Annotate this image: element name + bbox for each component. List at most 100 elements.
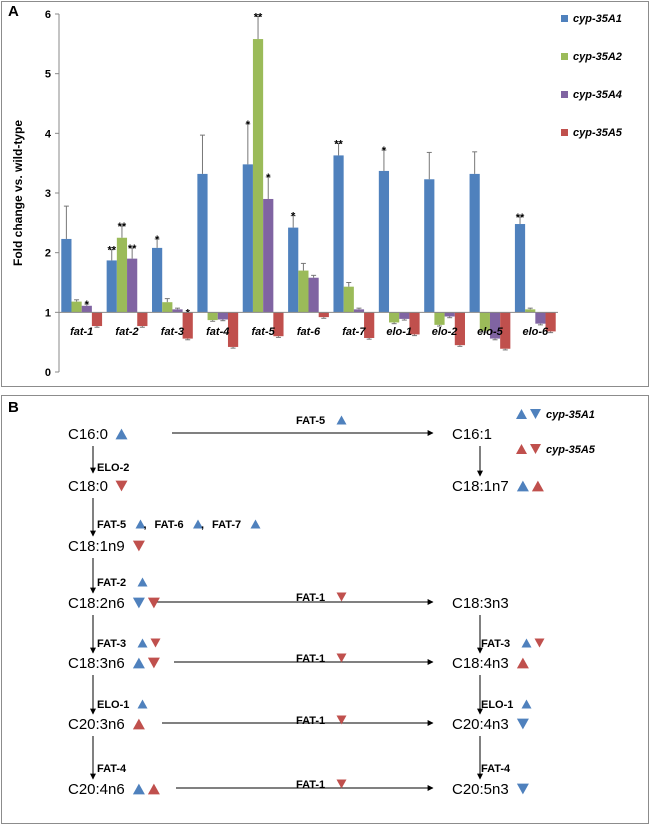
category-label-fat-1: fat-1 [70, 326, 93, 338]
arrow-down-blue-icon [530, 409, 541, 419]
arrow-down-red-icon [534, 638, 545, 648]
metabolite-c16-1: C16:1 [452, 426, 492, 443]
metabolite-c18-1n7: C18:1n7 [452, 478, 509, 495]
arrow-down-red-icon [336, 653, 347, 663]
bar-cyp-35A2-fat-5 [252, 39, 264, 313]
significance-mark: * [155, 234, 160, 246]
bar-cyp-35A5-fat-5 [273, 312, 284, 337]
arrow-up-blue-icon [132, 783, 145, 795]
y-tick-label: 5 [45, 69, 51, 81]
y-tick-label: 1 [45, 307, 51, 319]
significance-mark: ** [254, 11, 263, 23]
significance-mark: * [291, 211, 296, 223]
legend-label-cyp-35A2: cyp-35A2 [573, 51, 622, 63]
bar-cyp-35A4-fat-2 [127, 258, 138, 313]
bar-cyp-35A4-fat-7 [353, 309, 365, 313]
arrow-up-blue-icon [137, 638, 148, 648]
arrow-up-blue-icon [193, 519, 203, 529]
bar-cyp-35A4-fat-1 [81, 305, 92, 313]
bar-cyp-35A1-elo-1 [378, 170, 390, 313]
significance-mark: * [85, 299, 90, 311]
enzyme-separator: , [201, 519, 204, 531]
bar-cyp-35A5-fat-7 [364, 312, 375, 338]
legend-swatch-cyp-35A1 [561, 15, 568, 22]
bar-cyp-35A2-fat-6 [298, 270, 309, 313]
metabolite-c20-4n3: C20:4n3 [452, 716, 509, 733]
bar-cyp-35A2-fat-2 [116, 237, 128, 313]
significance-mark: * [186, 307, 191, 319]
arrow-up-red-icon [516, 444, 527, 454]
bar-cyp-35A5-elo-2 [454, 312, 465, 346]
bar-cyp-35A4-elo-6 [535, 312, 546, 324]
bar-cyp-35A4-elo-1 [399, 312, 410, 319]
bar-cyp-35A1-fat-3 [152, 247, 163, 313]
bar-cyp-35A1-fat-5 [242, 164, 253, 313]
metabolite-c20-4n6: C20:4n6 [68, 781, 125, 798]
arrow-down-blue-icon [516, 718, 529, 730]
panel-b-frame [1, 395, 649, 824]
bar-cyp-35A2-fat-1 [71, 301, 82, 313]
bar-cyp-35A1-fat-6 [288, 227, 299, 313]
category-label-elo-1: elo-1 [386, 326, 412, 338]
significance-mark: ** [128, 243, 137, 255]
arrow-up-blue-icon [250, 519, 261, 529]
arrow-up-blue-icon [516, 409, 527, 419]
bar-cyp-35A1-fat-2 [106, 260, 117, 313]
pathway-arrows [90, 430, 483, 791]
arrow-down-blue-icon [516, 783, 529, 795]
bar-cyp-35A1-elo-5 [469, 173, 480, 313]
arrow-down-red-icon [150, 638, 161, 648]
bar-cyp-35A2-elo-5 [479, 312, 490, 331]
arrow-up-blue-icon [336, 415, 347, 425]
category-label-fat-4: fat-4 [206, 326, 229, 338]
enzyme-elo-2: ELO-2 [97, 462, 129, 474]
bar-cyp-35A5-fat-4 [227, 312, 239, 347]
significance-mark: ** [107, 245, 116, 257]
bar-cyp-35A5-fat-2 [137, 312, 148, 327]
legend-swatch-cyp-35A5 [561, 129, 568, 136]
significance-mark: * [382, 145, 387, 157]
significance-mark: ** [516, 212, 525, 224]
arrow-up-blue-icon [132, 657, 145, 669]
arrow-down-red-icon [115, 480, 128, 492]
metabolite-c18-3n6: C18:3n6 [68, 655, 125, 672]
metabolite-c16-0: C16:0 [68, 426, 108, 443]
arrow-down-blue-icon [132, 597, 145, 609]
enzyme-fat-3: FAT-3 [481, 638, 510, 650]
bar-cyp-35A1-fat-4 [197, 173, 208, 313]
bar-cyp-35A4-elo-2 [444, 312, 455, 317]
bar-cyp-35A4-fat-5 [263, 198, 274, 313]
y-tick-label: 3 [45, 188, 51, 200]
arrow-up-red-icon [147, 783, 160, 795]
category-label-elo-2: elo-2 [432, 326, 458, 338]
enzyme-fat-7: FAT-7 [212, 519, 241, 531]
bar-cyp-35A2-fat-7 [343, 286, 354, 313]
bar-cyp-35A5-fat-3 [182, 312, 193, 339]
arrow-up-blue-icon [521, 699, 532, 709]
enzyme-fat-4: FAT-4 [97, 763, 127, 775]
category-label-elo-6: elo-6 [522, 326, 549, 338]
bar-cyp-35A1-elo-2 [424, 179, 435, 313]
enzyme-elo-1: ELO-1 [97, 699, 129, 711]
bar-cyp-35A4-elo-5 [489, 312, 501, 339]
arrow-down-red-icon [147, 657, 160, 669]
bar-cyp-35A4-fat-6 [308, 277, 319, 313]
category-label-elo-5: elo-5 [477, 326, 504, 338]
bar-cyp-35A4-fat-3 [172, 309, 183, 313]
arrow-up-blue-icon [115, 428, 128, 440]
category-label-fat-2: fat-2 [115, 326, 138, 338]
enzyme-fat-1: FAT-1 [296, 592, 325, 604]
enzyme-group-label: FAT-5 , FAT-6 , FAT-7 [97, 519, 203, 531]
category-label-fat-6: fat-6 [297, 326, 321, 338]
arrow-up-red-icon [132, 718, 145, 730]
enzyme-fat-1: FAT-1 [296, 779, 325, 791]
bar-cyp-35A2-elo-6 [525, 309, 536, 313]
pathway-labels: C16:0 C18:0 C18:1n9 C18:2n6 C18:3n6 C20:3n6 C2… [68, 409, 596, 798]
arrow-down-red-icon [132, 540, 145, 552]
pathway-legend-cyp-35A1: cyp-35A1 [546, 409, 595, 421]
arrow-down-red-icon [530, 444, 541, 454]
arrow-down-red-icon [336, 592, 347, 602]
bar-cyp-35A1-fat-7 [333, 155, 344, 313]
enzyme-fat-5: FAT-5 [97, 519, 126, 531]
bar-cyp-35A1-fat-1 [61, 238, 72, 313]
